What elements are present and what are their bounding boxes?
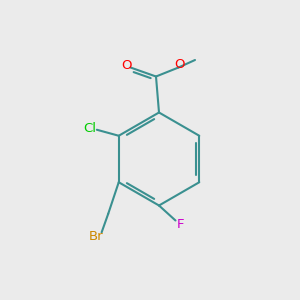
Text: Br: Br xyxy=(89,230,104,243)
Text: Cl: Cl xyxy=(84,122,97,135)
Text: O: O xyxy=(122,58,132,72)
Text: O: O xyxy=(174,58,184,71)
Text: F: F xyxy=(176,218,184,232)
